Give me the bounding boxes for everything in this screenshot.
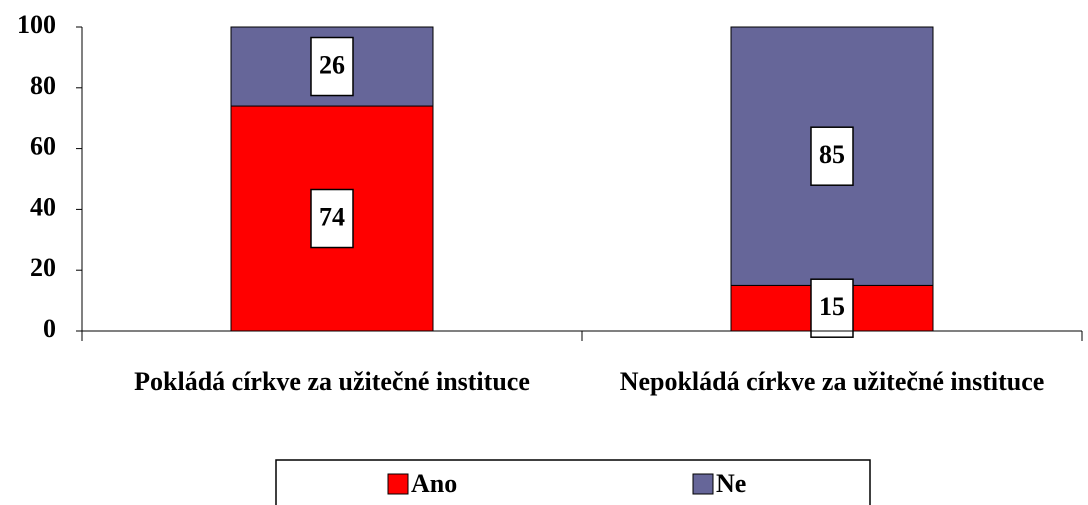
data-label-box <box>810 126 854 186</box>
legend-label: Ne <box>716 469 746 498</box>
data-label-box <box>310 36 354 97</box>
data-label-box <box>310 188 354 249</box>
legend-swatch <box>387 473 409 495</box>
y-tick-label: 80 <box>30 71 56 100</box>
legend-label: Ano <box>411 469 457 498</box>
x-tick-label: Nepokládá církve za užitečné instituce <box>619 367 1045 396</box>
x-tick-label: Pokládá církve za užitečné instituce <box>134 367 530 396</box>
data-label-box <box>810 278 854 338</box>
y-tick-label: 40 <box>30 192 56 221</box>
data-label: 26 <box>319 50 345 79</box>
data-label: 85 <box>819 140 845 169</box>
y-tick-label: 60 <box>30 132 56 161</box>
data-label: 15 <box>819 292 845 321</box>
legend-box <box>275 459 871 505</box>
legend-swatch <box>692 473 714 495</box>
y-tick-label: 0 <box>43 314 56 343</box>
y-tick-label: 100 <box>17 10 56 39</box>
y-tick-label: 20 <box>30 253 56 282</box>
data-label: 74 <box>319 202 345 231</box>
